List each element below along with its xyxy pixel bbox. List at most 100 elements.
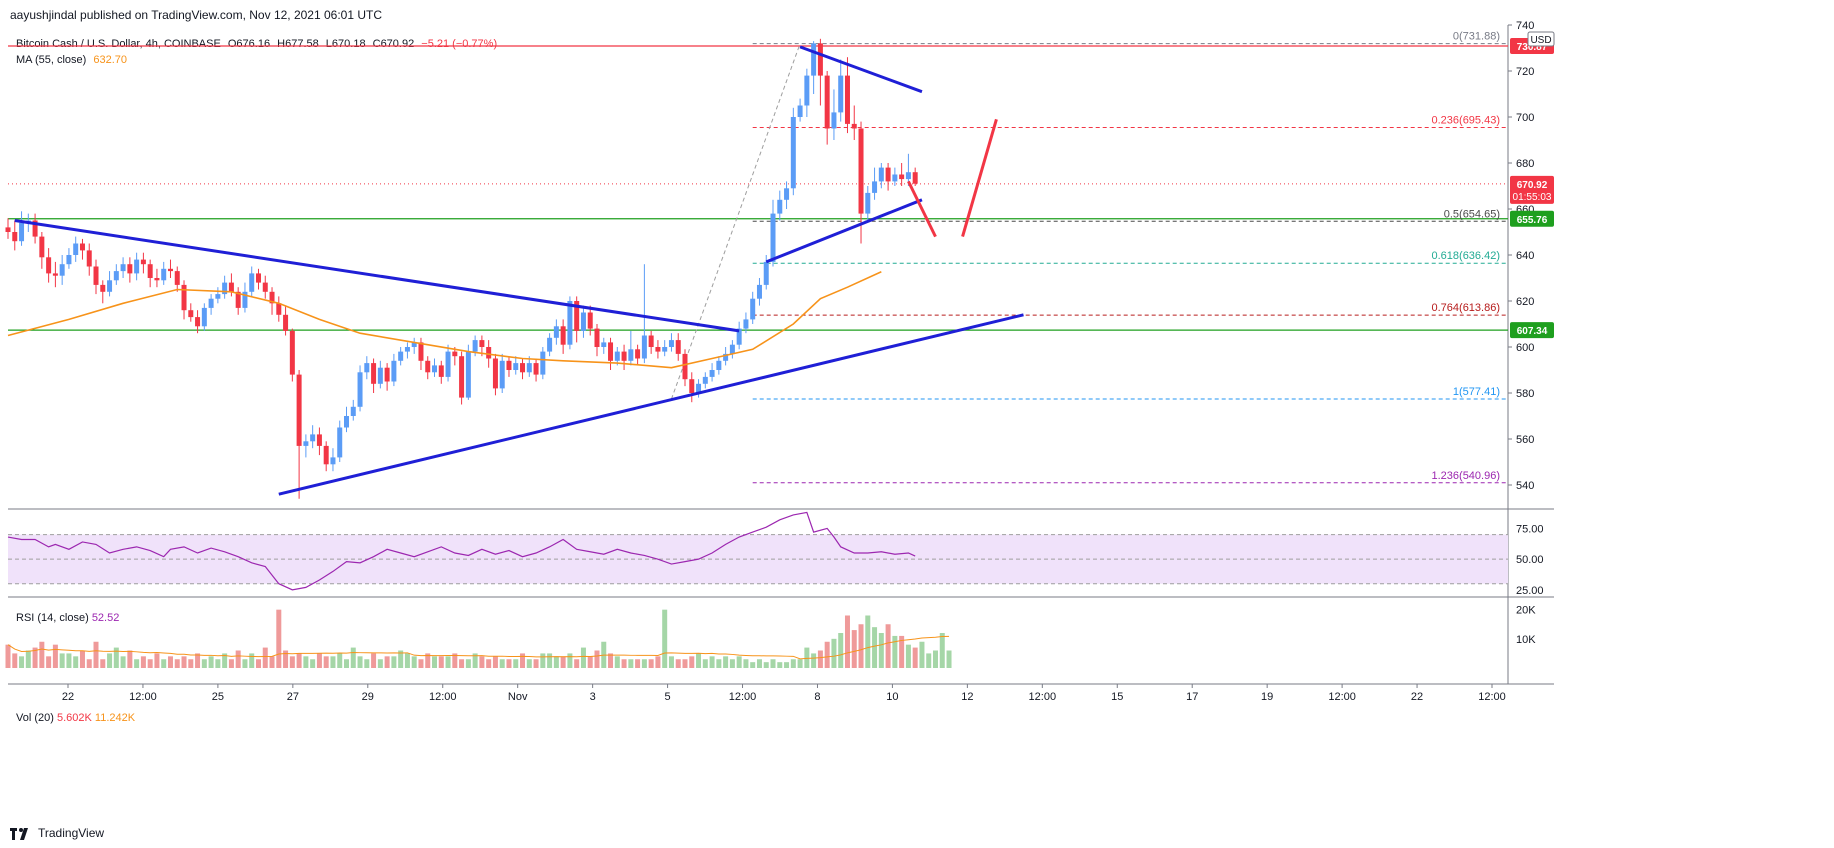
- candle-body: [696, 383, 702, 393]
- y-tick-label: 600: [1516, 342, 1534, 354]
- candle-body: [723, 353, 729, 361]
- y-tick-label: 680: [1516, 158, 1534, 170]
- candle-body: [790, 117, 796, 189]
- candle-body: [147, 264, 153, 278]
- volume-bar: [662, 609, 668, 668]
- candle-body: [635, 349, 641, 359]
- volume-bar: [283, 650, 289, 668]
- volume-ma-line: [7, 635, 950, 660]
- rsi-value: 52.52: [91, 612, 120, 624]
- candle-body: [567, 301, 573, 345]
- candle-body: [391, 360, 397, 382]
- candle-body: [188, 310, 194, 318]
- candle-body: [120, 264, 126, 272]
- volume-bar: [12, 653, 18, 668]
- volume-tick-label: 10K: [1516, 634, 1536, 646]
- volume-bar: [276, 609, 282, 668]
- volume-bar: [743, 659, 749, 668]
- candle-body: [770, 213, 776, 262]
- fib-level-label: 0.5(654.65): [1444, 208, 1500, 220]
- volume-bar: [364, 659, 370, 668]
- candle-body: [472, 340, 478, 352]
- footer-brand: TradingView: [38, 826, 105, 840]
- volume-bar: [702, 659, 708, 668]
- volume-bar: [709, 656, 715, 668]
- candle-body: [716, 360, 722, 370]
- candle-body: [222, 282, 228, 295]
- fib-level-label: 1(577.41): [1453, 386, 1500, 398]
- last-price-label-countdown: 01:55:03: [1513, 192, 1552, 203]
- candle-body: [73, 243, 79, 255]
- tradingview-logo-icon: [10, 826, 32, 840]
- volume-bar: [377, 659, 383, 668]
- x-tick-label: 17: [1186, 691, 1198, 703]
- rsi-legend[interactable]: RSI (14, close) 52.52: [16, 612, 119, 624]
- volume-tick-label: 20K: [1516, 605, 1536, 617]
- price-label-resistance: 730.87: [1517, 42, 1548, 53]
- volume-bar: [113, 647, 119, 668]
- volume-legend[interactable]: Vol (20) 5.602K 11.242K: [16, 712, 135, 724]
- volume-bar: [289, 656, 295, 668]
- candle-body: [465, 351, 471, 398]
- candle-body: [486, 347, 492, 359]
- high-value: H677.58: [277, 38, 319, 50]
- fib-level-label: 0(731.88): [1453, 31, 1500, 43]
- rsi-tick-label: 25.00: [1516, 585, 1544, 597]
- volume-bar: [533, 659, 539, 668]
- volume-bar: [580, 647, 586, 668]
- volume-bar: [134, 659, 140, 668]
- volume-bar: [330, 656, 336, 668]
- currency-tag-bg: [1527, 31, 1555, 47]
- trendline: [799, 45, 923, 94]
- volume-bar: [25, 650, 31, 668]
- candle-body: [641, 335, 647, 359]
- volume-bar: [601, 641, 607, 668]
- last-price-label: 670.92: [1517, 180, 1548, 191]
- candle-body: [580, 312, 586, 331]
- candle-body: [804, 75, 810, 106]
- volume-bar: [614, 656, 620, 668]
- volume-bar: [479, 656, 485, 668]
- volume-bar: [574, 659, 580, 668]
- candle-body: [228, 282, 234, 292]
- candle-body: [154, 278, 160, 281]
- candle-body: [344, 416, 349, 428]
- candle-body: [411, 342, 417, 347]
- symbol-name[interactable]: Bitcoin Cash / U.S. Dollar, 4h, COINBASE: [16, 38, 221, 50]
- candle-body: [350, 406, 356, 416]
- x-tick-label: 12:00: [129, 691, 157, 703]
- volume-bar: [120, 656, 126, 668]
- candle-body: [574, 301, 580, 331]
- x-tick-label: 15: [1111, 691, 1123, 703]
- price-label-support: 607.34: [1517, 326, 1548, 337]
- candle-body: [736, 328, 742, 345]
- volume-bar: [39, 641, 45, 668]
- volume-bar: [547, 653, 553, 668]
- volume-bar: [892, 635, 898, 668]
- fib-anchor-line: [670, 43, 801, 400]
- ma-value: 632.70: [93, 54, 128, 66]
- candle-body: [621, 351, 627, 361]
- y-tick-label: 740: [1516, 20, 1534, 32]
- candle-body: [161, 268, 167, 281]
- candle-body: [729, 344, 735, 354]
- volume-bar: [296, 653, 302, 668]
- volume-bar: [323, 656, 329, 668]
- candle-body: [479, 340, 485, 347]
- volume-bar: [865, 615, 871, 668]
- candle-body: [59, 264, 65, 276]
- volume-bar: [804, 647, 810, 668]
- candle-body: [384, 367, 390, 382]
- volume-bar: [716, 659, 722, 668]
- volume-bar: [140, 656, 146, 668]
- candle-body: [181, 284, 187, 311]
- volume-bar: [100, 659, 106, 668]
- ma-label[interactable]: MA (55, close): [16, 54, 87, 66]
- y-tick-label: 620: [1516, 296, 1534, 308]
- volume-bar: [93, 641, 99, 668]
- volume-bar: [486, 659, 492, 668]
- publisher-header: aayushjindal published on TradingView.co…: [10, 8, 383, 22]
- volume-bar: [729, 659, 735, 668]
- candle-body: [756, 284, 762, 299]
